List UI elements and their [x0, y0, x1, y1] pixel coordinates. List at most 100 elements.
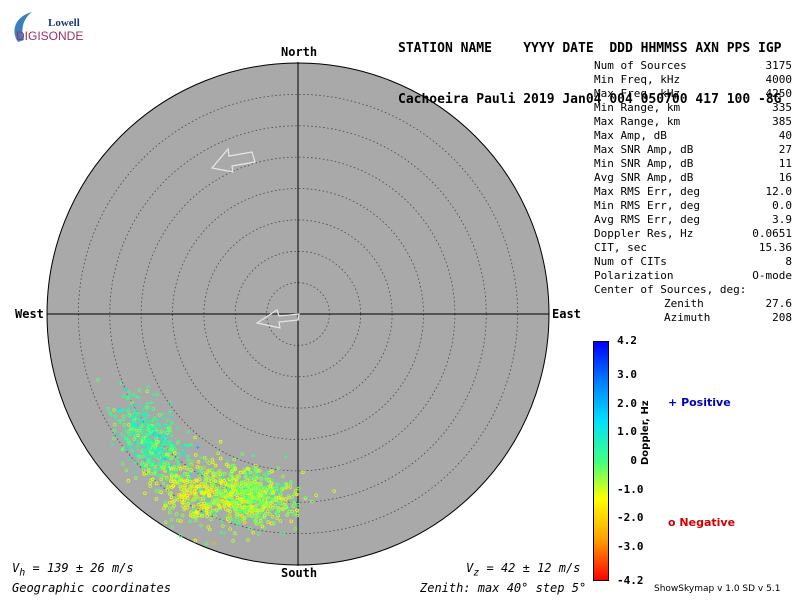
stat-label: Min Range, km: [594, 101, 681, 114]
digisonde-logo: Lowell DIGISONDE: [14, 12, 83, 43]
negative-source-point: [186, 467, 191, 472]
negative-source-point: [231, 538, 235, 543]
positive-source-point: [282, 483, 287, 488]
negative-source-point: [194, 453, 198, 457]
positive-source-point: [150, 424, 155, 428]
negative-source-point: [269, 507, 274, 512]
negative-source-point: [120, 461, 125, 466]
positive-source-point: [109, 413, 114, 418]
positive-source-point: [222, 531, 227, 535]
negative-source-point: [217, 496, 222, 501]
positive-source-point: [158, 467, 162, 472]
positive-source-point: [277, 501, 282, 505]
positive-source-point: [159, 463, 164, 467]
header-values: Cachoeira Pauli 2019 Jan04 004 050700 41…: [398, 92, 782, 107]
positive-source-point: [168, 409, 172, 414]
stat-value: 3.9: [772, 213, 792, 226]
colorbar-tick: 1.0: [617, 425, 637, 439]
negative-source-point: [189, 469, 194, 473]
negative-source-point: [124, 468, 129, 473]
positive-source-point: [159, 458, 163, 462]
negative-source-point: [253, 464, 258, 468]
positive-source-point: [162, 423, 167, 428]
positive-source-point: [120, 408, 125, 412]
negative-source-point: [129, 427, 133, 431]
positive-source-point: [132, 452, 137, 456]
negative-source-point: [208, 511, 212, 516]
negative-source-point: [292, 492, 297, 496]
negative-source-point: [239, 480, 244, 485]
stat-label: Num of CITs: [594, 255, 667, 268]
positive-source-point: [225, 459, 230, 463]
stat-value: 11: [778, 157, 792, 170]
vh-symbol: V: [12, 561, 20, 575]
negative-source-point: [155, 392, 159, 397]
negative-source-point: [127, 422, 131, 427]
negative-source-point: [273, 497, 278, 502]
negative-source-point: [202, 501, 207, 506]
negative-source-point: [213, 514, 217, 518]
negative-source-point: [231, 502, 236, 506]
negative-source-point: [164, 503, 169, 508]
negative-source-point: [232, 505, 237, 509]
negative-source-point: [243, 480, 247, 484]
positive-source-point: [125, 413, 129, 418]
positive-source-point: [217, 486, 222, 491]
negative-source-point: [96, 377, 100, 382]
negative-source-point: [140, 461, 145, 465]
negative-source-point: [120, 447, 125, 452]
negative-source-point: [165, 484, 170, 489]
positive-source-point: [170, 441, 174, 446]
negative-source-point: [295, 513, 299, 518]
negative-source-point: [157, 413, 162, 417]
negative-source-point: [252, 477, 257, 482]
stat-row: Avg SNR Amp, dB 16: [594, 171, 792, 185]
negative-source-point: [142, 454, 146, 459]
positive-source-point: [139, 434, 144, 438]
positive-source-point: [127, 404, 131, 408]
positive-source-point: [270, 478, 275, 482]
stat-value: 335: [772, 101, 792, 114]
negative-source-point: [262, 486, 267, 491]
stat-row: Max Freq, kHz 4250: [594, 87, 792, 101]
negative-source-point: [219, 456, 223, 461]
positive-source-point: [278, 488, 283, 493]
positive-source-point: [168, 401, 173, 405]
negative-source-point: [159, 490, 163, 495]
colorbar-tick: 0: [630, 454, 637, 467]
negative-source-point: [153, 445, 157, 450]
positive-source-point: [142, 413, 147, 418]
negative-source-point: [276, 495, 281, 500]
positive-source-point: [152, 459, 156, 463]
negative-source-point: [180, 478, 184, 483]
positive-source-point: [136, 448, 140, 452]
negative-source-point: [265, 509, 270, 513]
negative-source-point: [246, 538, 250, 542]
positive-label: Positive: [681, 396, 731, 409]
negative-source-point: [202, 505, 206, 510]
negative-source-point: [207, 478, 211, 483]
negative-source-point: [122, 423, 127, 427]
positive-source-point: [187, 464, 191, 468]
vz-symbol: V: [466, 561, 474, 575]
negative-source-point: [293, 488, 298, 493]
negative-source-point: [173, 451, 177, 455]
negative-source-point: [267, 491, 271, 495]
positive-source-point: [160, 451, 165, 456]
positive-source-point: [152, 438, 156, 442]
positive-source-point: [168, 422, 173, 426]
negative-source-point: [259, 492, 263, 497]
header-columns: STATION NAME YYYY DATE DDD HHMMSS AXN PP…: [398, 41, 782, 56]
negative-source-point: [286, 494, 291, 498]
negative-source-point: [137, 388, 142, 392]
negative-source-point: [126, 429, 131, 434]
positive-source-point: [175, 477, 179, 481]
negative-source-point: [242, 499, 247, 504]
negative-source-point: [205, 488, 210, 492]
positive-source-point: [139, 417, 144, 422]
negative-source-point: [112, 422, 117, 427]
positive-source-point: [149, 400, 154, 405]
logo-top-text: Lowell: [48, 17, 80, 29]
positive-source-point: [203, 494, 208, 499]
negative-source-point: [262, 495, 267, 499]
